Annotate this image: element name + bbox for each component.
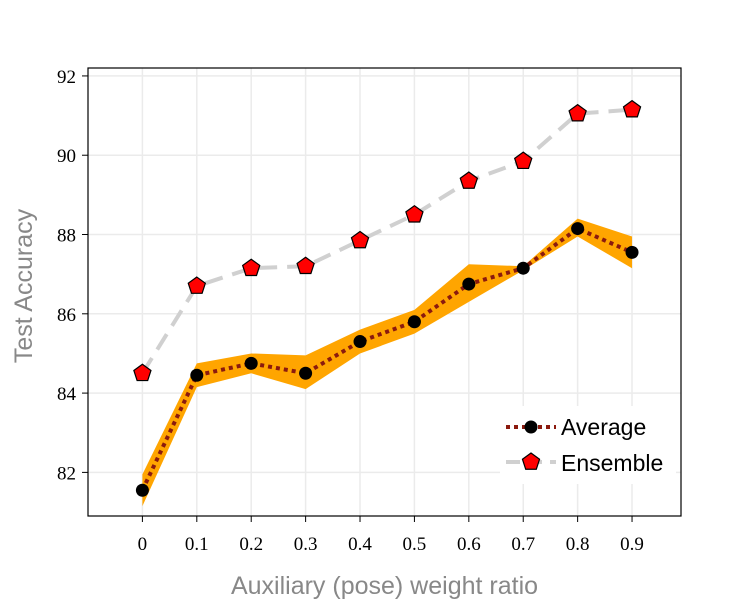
x-tick-label: 0.2 (239, 534, 263, 555)
y-tick-label: 82 (57, 463, 76, 484)
legend-average-marker (524, 420, 538, 434)
average-line (140, 226, 633, 492)
x-tick-label: 0.7 (511, 534, 535, 555)
average-band-area (142, 218, 633, 507)
x-tick-label: 0.1 (185, 534, 209, 555)
ensemble-point (133, 363, 152, 382)
ensemble-point (459, 171, 479, 189)
y-tick-label: 86 (57, 305, 76, 326)
average-point (190, 368, 204, 382)
ensemble-point (568, 103, 587, 122)
average-point (299, 366, 313, 380)
axis-ticks: 0 0.1 0.2 0.3 0.4 0.5 0.6 0.7 0.8 0.9 82 84 86 88 90 92 (57, 67, 644, 555)
average-point (516, 261, 530, 275)
legend-ensemble-marker (521, 452, 541, 470)
ensemble-point (187, 276, 207, 294)
legend-ensemble-label: Ensemble (561, 450, 663, 476)
series-lines (140, 107, 633, 492)
plot-frame (87, 67, 682, 517)
legend-average-label: Average (561, 414, 646, 440)
x-tick-label: 0.8 (566, 534, 590, 555)
ensemble-point (350, 230, 370, 249)
average-point (462, 277, 476, 291)
series-markers (133, 99, 642, 497)
average-confidence-band (142, 218, 633, 507)
legend-background (500, 406, 676, 484)
x-tick-label: 0 (138, 534, 148, 555)
x-tick-label: 0.5 (403, 534, 427, 555)
ensemble-point (405, 204, 424, 223)
y-axis-title: Test Accuracy (10, 208, 38, 363)
x-tick-label: 0.9 (620, 534, 644, 555)
average-point (135, 483, 149, 497)
average-point (625, 245, 639, 259)
y-tick-label: 92 (57, 67, 76, 88)
ensemble-point (296, 256, 315, 275)
x-axis-title: Auxiliary (pose) weight ratio (231, 572, 538, 600)
y-tick-label: 88 (57, 226, 76, 247)
average-point (407, 315, 421, 329)
x-tick-label: 0.6 (457, 534, 481, 555)
legend: Average Ensemble (500, 406, 676, 484)
y-tick-label: 84 (57, 384, 77, 405)
y-tick-label: 90 (57, 146, 76, 167)
average-point (244, 356, 258, 370)
ensemble-point (622, 99, 642, 118)
x-tick-label: 0.3 (294, 534, 318, 555)
ensemble-point (241, 258, 261, 277)
x-tick-label: 0.4 (348, 534, 372, 555)
ensemble-line (140, 107, 633, 375)
average-point (571, 222, 585, 236)
average-point (353, 335, 367, 349)
ensemble-point (513, 151, 533, 170)
